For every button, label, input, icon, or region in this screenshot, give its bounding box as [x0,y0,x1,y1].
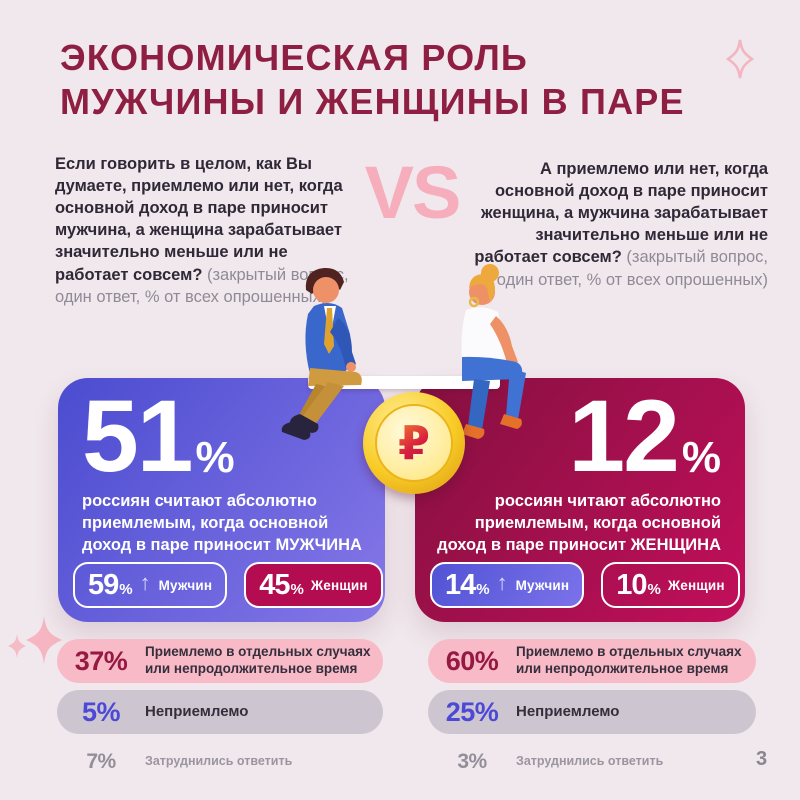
stat-description: россиян считают абсолютно приемлемым, ко… [82,492,362,554]
arrow-up-icon: ↑ [496,570,508,595]
woman-illustration [461,264,526,439]
question-women-income: А приемлемо или нет, когда основной дохо… [466,158,768,291]
result-row-unacceptable-women: 25% Неприемлемо [428,690,756,734]
arrow-up-icon: ↑ [139,570,151,595]
man-illustration [281,267,362,440]
stat-description: россиян читают абсолютно приемлемым, ког… [437,492,721,554]
result-row-acceptable-sometimes-men: 37% Приемлемо в отдельных случаях или не… [57,639,383,683]
sparkle-icon [726,39,754,79]
ruble-coin-icon: ₽ [363,392,465,494]
question-men-income: Если говорить в целом, как Вы думаете, п… [55,153,357,308]
page-title-line2: МУЖЧИНЫ И ЖЕНЩИНЫ В ПАРЕ [60,80,685,122]
page-number: 3 [756,748,768,770]
card-men-income: 51 % россиян считают абсолютно приемлемы… [58,378,385,622]
ruble-symbol: ₽ [397,417,430,469]
badge-men: 59 % ↑ Мужчин [73,562,228,608]
vs-label: VS [364,151,462,234]
badge-women: 45 % Женщин [244,562,383,608]
question-note: (закрытый вопрос, один ответ, % от всех … [496,248,768,289]
result-row-undecided-men: 7% Затруднились ответить [86,750,293,773]
sparkle-icon [26,616,62,664]
question-text: А приемлемо или нет, когда основной дохо… [474,160,768,267]
sparkle-icon [8,634,26,658]
page-title: ЭКОНОМИЧЕСКАЯ РОЛЬ МУЖЧИНЫ И ЖЕНЩИНЫ В П… [60,36,770,124]
badge-women: 10 % Женщин [601,562,740,608]
badge-men: 14 % ↑ Мужчин [430,562,585,608]
page-title-line1: ЭКОНОМИЧЕСКАЯ РОЛЬ [60,37,528,78]
stat-big-value: 12 % [568,379,721,493]
result-row-undecided-women: 3% Затруднились ответить [457,750,664,773]
question-text: Если говорить в целом, как Вы думаете, п… [55,155,343,284]
card-women-income: 12 % россиян читают абсолютно приемлемым… [415,378,745,622]
stat-big-value: 51 % [82,379,235,493]
result-row-unacceptable-men: 5% Неприемлемо [57,690,383,734]
result-row-acceptable-sometimes-women: 60% Приемлемо в отдельных случаях или не… [428,639,756,683]
